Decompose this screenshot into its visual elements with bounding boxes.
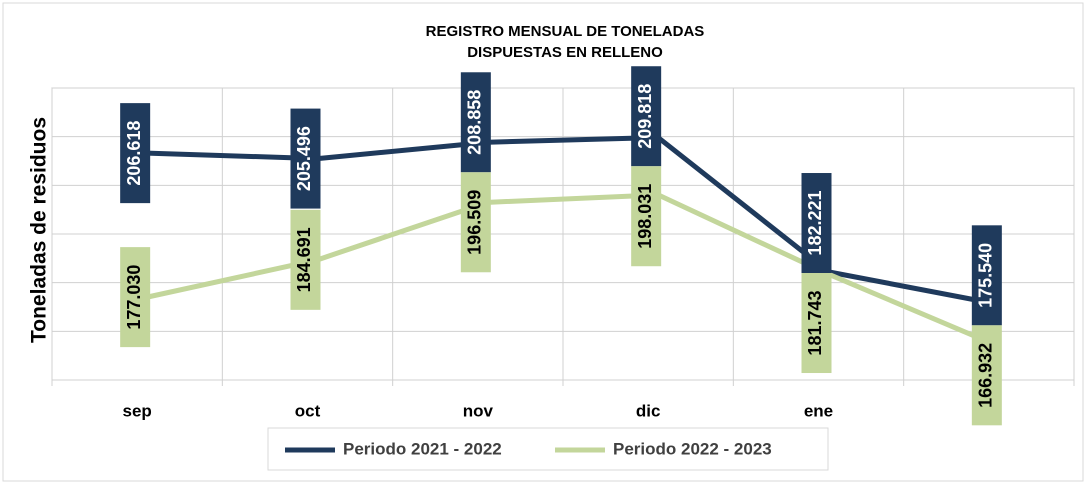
data-label: 208.858 xyxy=(465,90,485,155)
data-label: 206.618 xyxy=(124,121,144,186)
line-series xyxy=(147,135,1000,307)
legend xyxy=(267,427,829,471)
data-label-box xyxy=(971,225,1002,326)
data-label: 177.030 xyxy=(124,265,144,330)
data-label-box xyxy=(801,273,832,374)
legend-label: Periodo 2021 - 2022 xyxy=(343,439,502,458)
data-label-box xyxy=(120,247,151,348)
data-label: 181.743 xyxy=(805,290,825,355)
data-label: 198.031 xyxy=(635,184,655,249)
data-label: 196.509 xyxy=(465,190,485,255)
data-label-box xyxy=(971,325,1002,426)
data-label-box xyxy=(460,72,491,173)
data-label-box xyxy=(631,66,662,167)
data-label: 166.932 xyxy=(976,343,996,408)
data-label: 175.540 xyxy=(976,243,996,308)
data-label: 182.221 xyxy=(805,190,825,255)
data-label-box xyxy=(290,209,321,310)
data-label: 209.818 xyxy=(635,84,655,149)
data-label-box xyxy=(631,166,662,267)
data-label: 184.691 xyxy=(294,227,314,292)
chart-title: REGISTRO MENSUAL DE TONELADAS xyxy=(426,23,705,40)
data-label-box xyxy=(120,103,151,204)
line-series xyxy=(146,192,1000,349)
chart-subtitle: DISPUESTAS EN RELLENO xyxy=(467,44,663,61)
data-label-box xyxy=(290,108,321,209)
data-label: 205.496 xyxy=(294,126,314,191)
x-tick-label: oct xyxy=(295,401,321,420)
data-label-box xyxy=(460,172,491,273)
legend-label: Periodo 2022 - 2023 xyxy=(613,439,772,458)
x-tick-label: sep xyxy=(123,401,152,420)
x-tick-label: dic xyxy=(636,401,661,420)
data-label-box xyxy=(801,173,832,274)
y-axis-label: Toneladas de residuos xyxy=(28,117,51,343)
x-tick-label: nov xyxy=(463,401,494,420)
x-tick-label: ene xyxy=(804,401,833,420)
